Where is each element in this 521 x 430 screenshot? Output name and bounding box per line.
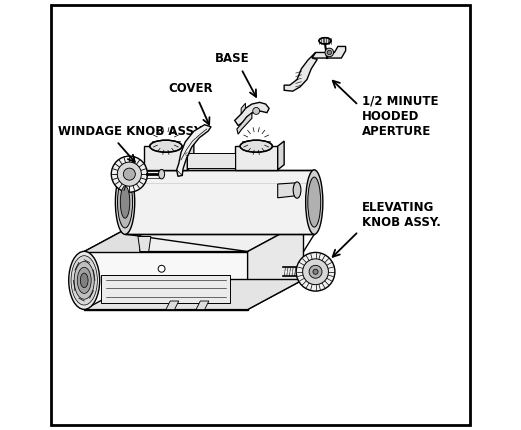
Polygon shape xyxy=(312,46,345,58)
Text: 1/2 MINUTE
HOODED
APERTURE: 1/2 MINUTE HOODED APERTURE xyxy=(362,95,438,138)
Polygon shape xyxy=(138,237,151,252)
Ellipse shape xyxy=(319,37,331,44)
Polygon shape xyxy=(241,103,245,114)
Ellipse shape xyxy=(158,169,165,179)
Circle shape xyxy=(325,48,333,57)
Circle shape xyxy=(117,162,141,186)
Circle shape xyxy=(313,269,318,274)
Text: COVER: COVER xyxy=(168,82,213,95)
Ellipse shape xyxy=(71,256,97,305)
Ellipse shape xyxy=(150,140,182,152)
Text: C-: C- xyxy=(185,150,193,158)
Ellipse shape xyxy=(77,267,91,293)
Ellipse shape xyxy=(118,176,132,228)
Polygon shape xyxy=(278,183,297,198)
Ellipse shape xyxy=(80,273,88,288)
Polygon shape xyxy=(196,301,209,310)
Ellipse shape xyxy=(74,261,94,299)
Ellipse shape xyxy=(120,186,130,218)
Ellipse shape xyxy=(240,140,272,152)
Circle shape xyxy=(327,50,331,55)
Polygon shape xyxy=(188,153,234,168)
Text: BASE: BASE xyxy=(215,52,250,64)
Circle shape xyxy=(111,156,147,192)
Polygon shape xyxy=(102,275,230,303)
Polygon shape xyxy=(284,52,317,91)
Polygon shape xyxy=(166,301,179,310)
Circle shape xyxy=(123,168,135,180)
Polygon shape xyxy=(247,221,304,310)
Polygon shape xyxy=(234,102,269,126)
Text: WINDAGE KNOB ASSY.: WINDAGE KNOB ASSY. xyxy=(58,125,205,138)
Ellipse shape xyxy=(306,170,323,234)
Polygon shape xyxy=(144,146,188,170)
Circle shape xyxy=(253,108,259,114)
Ellipse shape xyxy=(115,170,135,234)
Circle shape xyxy=(296,252,335,291)
Polygon shape xyxy=(188,141,194,170)
Circle shape xyxy=(158,265,165,272)
Circle shape xyxy=(309,265,322,278)
Ellipse shape xyxy=(69,251,100,310)
Polygon shape xyxy=(177,125,211,176)
Polygon shape xyxy=(278,141,284,170)
Polygon shape xyxy=(84,221,304,252)
Ellipse shape xyxy=(308,177,321,227)
Polygon shape xyxy=(84,252,247,310)
Polygon shape xyxy=(84,280,304,310)
Polygon shape xyxy=(237,113,252,134)
Ellipse shape xyxy=(293,182,301,198)
Circle shape xyxy=(303,259,328,285)
Polygon shape xyxy=(84,221,140,310)
Text: ELEVATING
KNOB ASSY.: ELEVATING KNOB ASSY. xyxy=(362,201,440,229)
Polygon shape xyxy=(234,146,278,170)
Polygon shape xyxy=(125,170,314,234)
